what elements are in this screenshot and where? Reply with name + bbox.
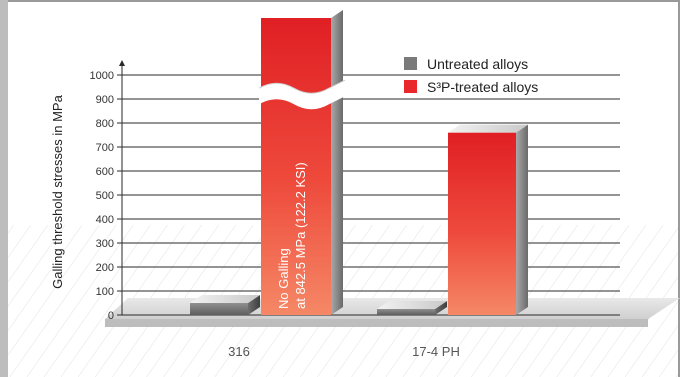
bar xyxy=(448,132,516,315)
x-category-label: 316 xyxy=(228,344,250,359)
bar-side xyxy=(435,301,447,315)
y-tick-label: 700 xyxy=(96,142,114,154)
bar-side xyxy=(331,10,343,315)
bar xyxy=(261,18,331,315)
bars xyxy=(190,10,528,315)
y-tick-label: 200 xyxy=(96,262,114,274)
annotations: No Galling at 842.5 MPa (122.2 KSI) xyxy=(276,162,308,309)
bar-top xyxy=(377,301,447,309)
axis-break-edge xyxy=(258,79,346,94)
floor-edge xyxy=(105,319,648,327)
legend-swatch xyxy=(404,57,417,70)
bar-side xyxy=(248,295,260,315)
y-axis-title: Galling threshold stresses in MPa xyxy=(50,94,65,288)
left-edge-strip xyxy=(0,0,8,377)
y-tick-label: 300 xyxy=(96,238,114,250)
y-tick-label: 600 xyxy=(96,166,114,178)
y-tick-label: 1000 xyxy=(90,70,114,82)
axis-break xyxy=(259,80,345,110)
bar-side xyxy=(516,124,528,315)
annotation-text: at 842.5 MPa (122.2 KSI) xyxy=(293,162,308,309)
category-labels: 316 17-4 PH xyxy=(228,344,460,359)
y-tick-label: 100 xyxy=(96,286,114,298)
y-tick-label: 900 xyxy=(96,94,114,106)
y-axis: 0 100 200 300 400 500 600 700 800 900 1000 xyxy=(90,60,125,322)
bar-top xyxy=(448,124,528,133)
y-axis-arrow xyxy=(119,60,125,66)
y-tick-label: 500 xyxy=(96,190,114,202)
legend: Untreated alloys S³P-treated alloys xyxy=(404,56,538,95)
legend-label: S³P-treated alloys xyxy=(427,79,538,95)
legend-label: Untreated alloys xyxy=(427,56,528,72)
y-tick-label: 0 xyxy=(108,310,114,322)
bar xyxy=(190,303,248,315)
y-tick-label: 400 xyxy=(96,214,114,226)
legend-swatch xyxy=(404,80,417,93)
y-tick-label: 800 xyxy=(96,118,114,130)
gridlines xyxy=(122,74,620,316)
bar-top xyxy=(190,295,260,303)
x-category-label: 17-4 PH xyxy=(412,344,460,359)
bar xyxy=(377,309,435,315)
annotation-text: No Galling xyxy=(276,248,291,309)
